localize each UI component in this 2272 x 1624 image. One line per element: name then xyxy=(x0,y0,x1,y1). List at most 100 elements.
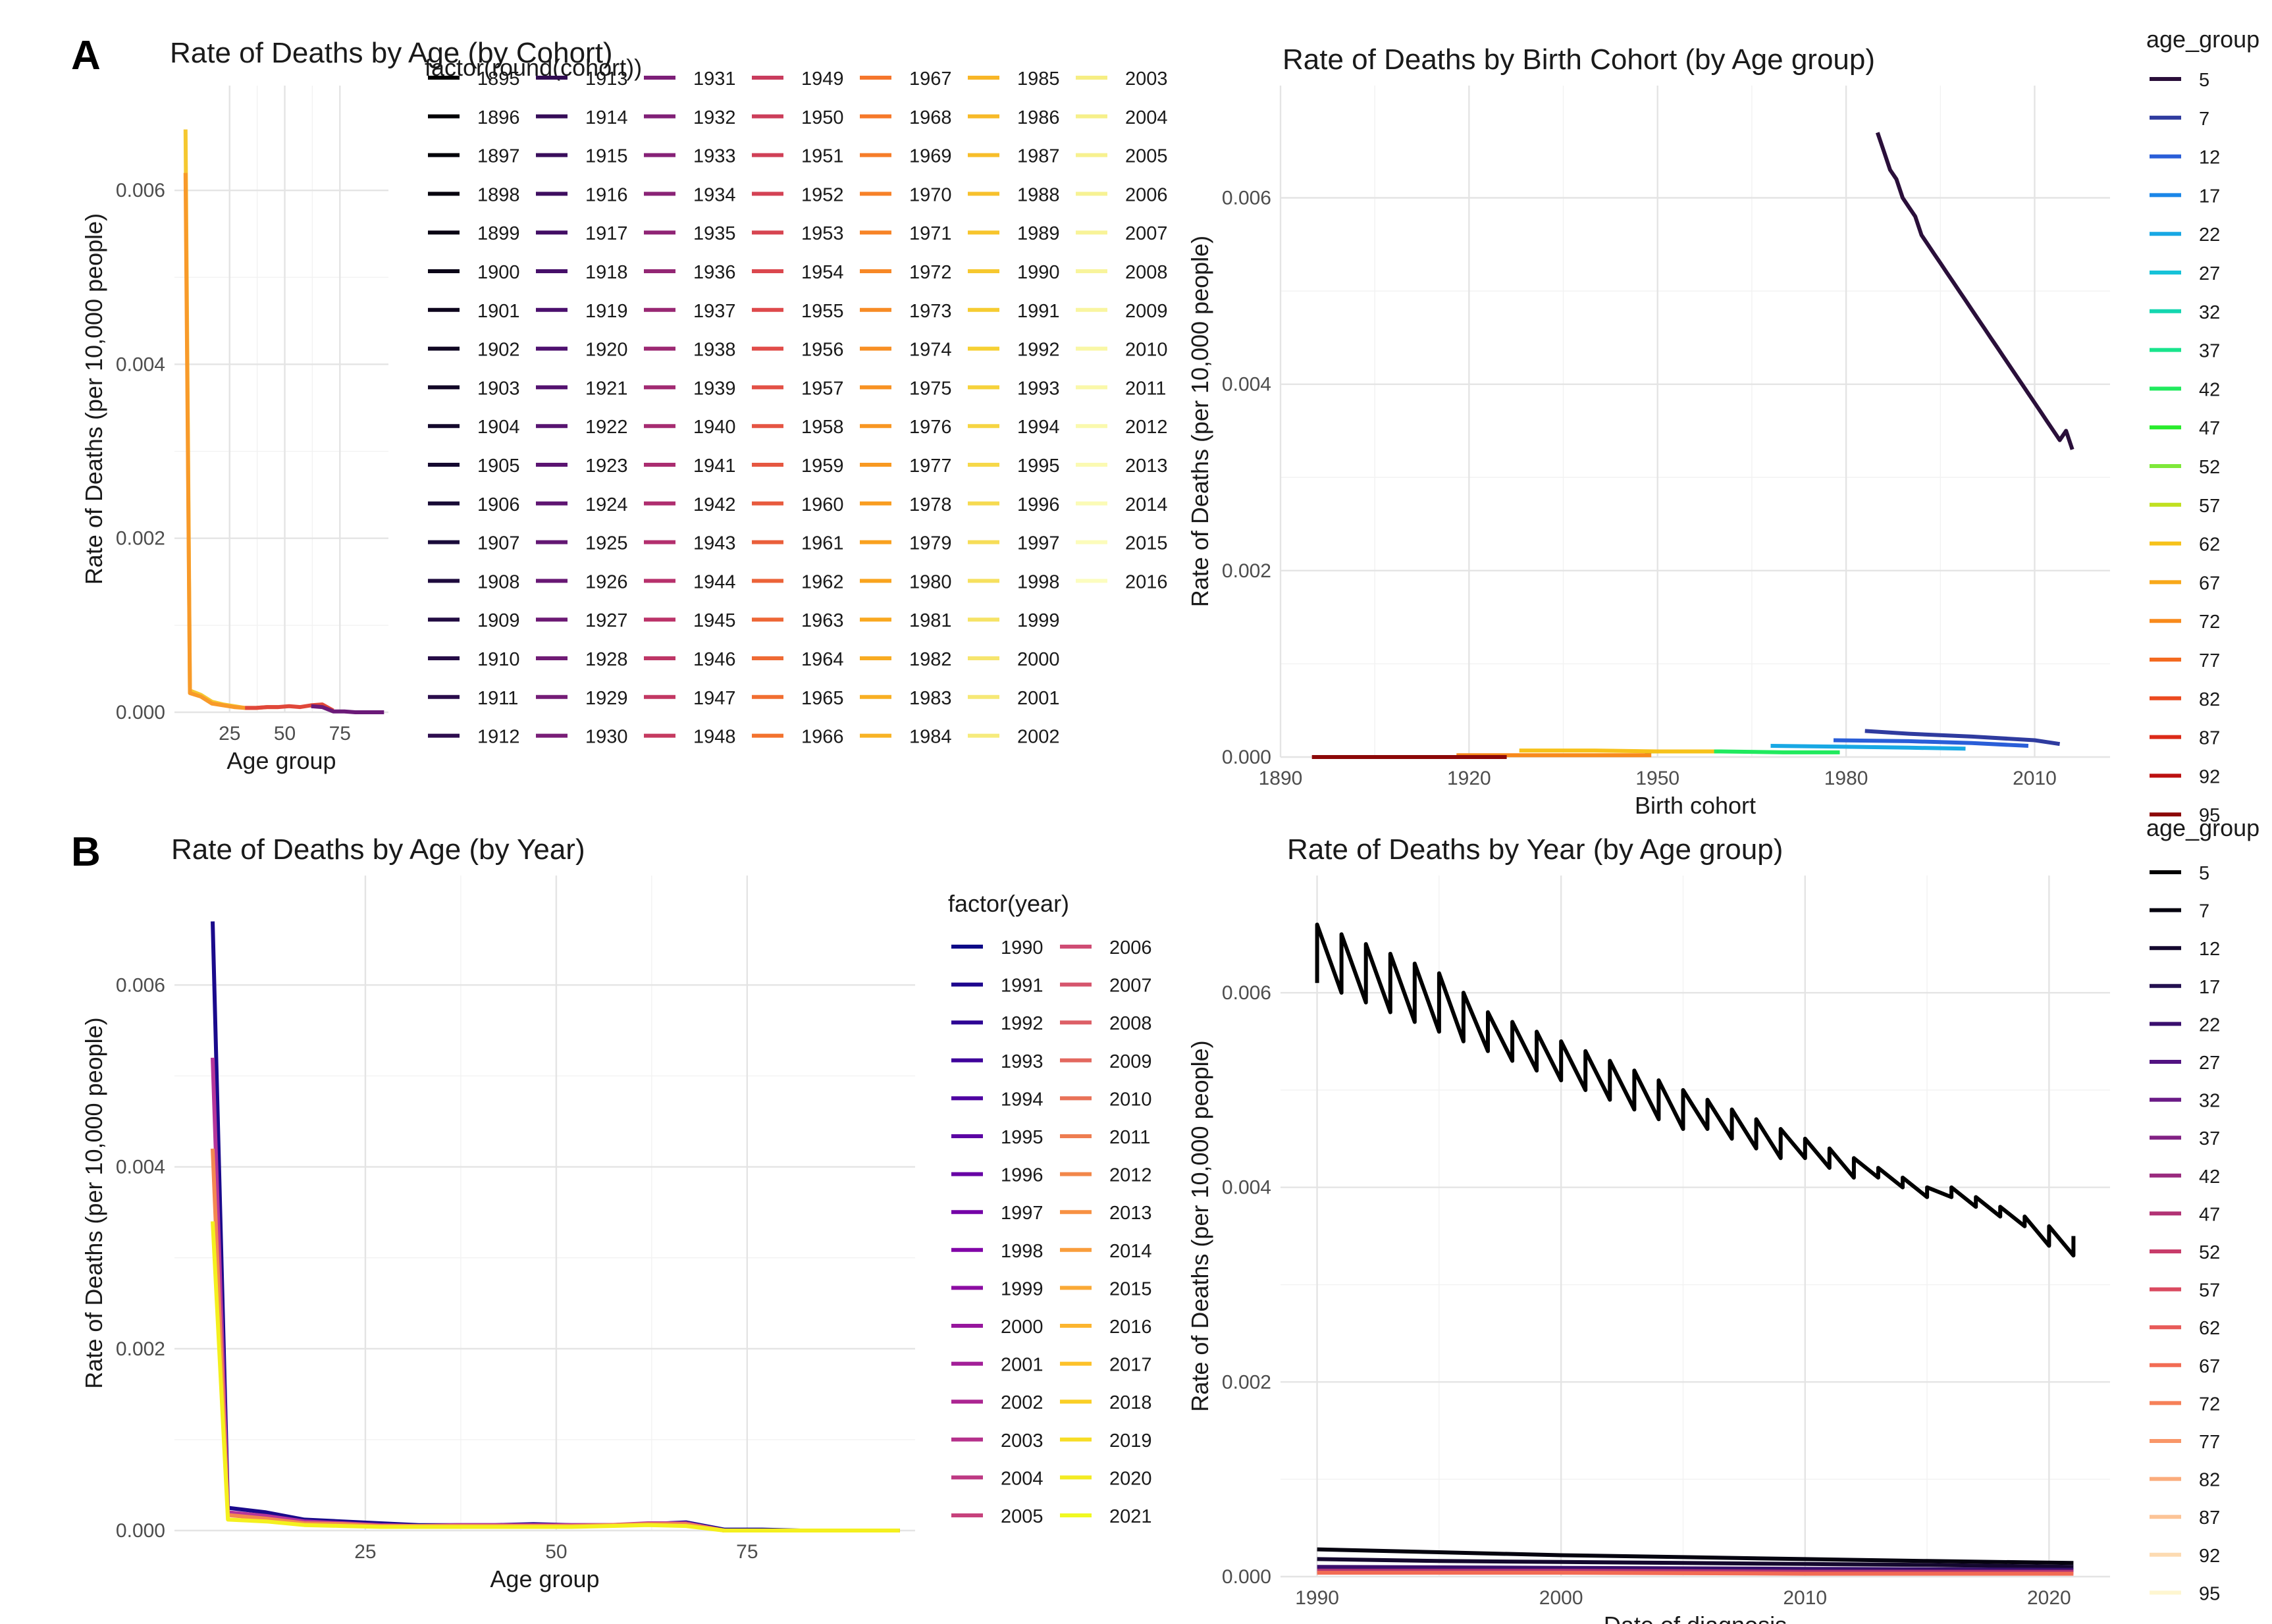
legend-label: 1902 xyxy=(477,340,520,361)
legend-label: 1947 xyxy=(693,688,736,709)
x-tick-label: 50 xyxy=(545,1541,567,1563)
legend-title: age_group xyxy=(2146,26,2259,53)
legend-label: 2014 xyxy=(1125,494,1168,515)
legend-label: 1929 xyxy=(585,688,628,709)
legend-label: 77 xyxy=(2199,650,2220,671)
legend-label: 1963 xyxy=(801,610,844,631)
legend-label: 2009 xyxy=(1109,1051,1152,1072)
legend-label: 72 xyxy=(2199,1394,2220,1415)
legend-label: 1991 xyxy=(1001,976,1044,997)
legend-label: 2010 xyxy=(1109,1089,1152,1110)
legend-label: 1949 xyxy=(801,68,844,90)
series-line-12 xyxy=(1833,738,2029,748)
legend-label: 2006 xyxy=(1109,937,1152,958)
legend-label: 37 xyxy=(2199,1128,2220,1149)
legend-label: 2020 xyxy=(1109,1468,1152,1489)
legend-label: 1922 xyxy=(585,417,628,438)
legend-label: 1939 xyxy=(693,378,736,399)
legend-label: 62 xyxy=(2199,1318,2220,1339)
y-tick-label: 0.000 xyxy=(116,702,165,723)
y-tick-label: 0.006 xyxy=(116,180,165,201)
legend-label: 2013 xyxy=(1125,456,1168,477)
legend-label: 1993 xyxy=(1017,378,1060,399)
legend-label: 1944 xyxy=(693,571,736,592)
legend-label: 1952 xyxy=(801,184,844,205)
legend-label: 2014 xyxy=(1109,1241,1152,1262)
legend-label: 1975 xyxy=(909,378,952,399)
legend-label: 1965 xyxy=(801,688,844,709)
legend-label: 1997 xyxy=(1017,533,1060,554)
legend-label: 1920 xyxy=(585,340,628,361)
legend-label: 1962 xyxy=(801,571,844,592)
legend-label: 1912 xyxy=(477,727,520,748)
legend-label: 2000 xyxy=(1001,1317,1044,1338)
legend-label: 12 xyxy=(2199,939,2220,960)
legend-label: 22 xyxy=(2199,224,2220,246)
legend-label: 1992 xyxy=(1001,1013,1044,1034)
legend-label: 52 xyxy=(2199,457,2220,478)
legend-label: 1935 xyxy=(693,223,736,244)
legend-label: 1910 xyxy=(477,649,520,670)
legend-label: 2021 xyxy=(1109,1506,1152,1527)
legend-label: 1903 xyxy=(477,378,520,399)
legend-label: 57 xyxy=(2199,1280,2220,1301)
legend-label: 1901 xyxy=(477,301,520,322)
legend-label: 1931 xyxy=(693,68,736,90)
legend-label: 1961 xyxy=(801,533,844,554)
y-tick-label: 0.006 xyxy=(1222,188,1271,209)
series-line-12 xyxy=(1317,1557,2074,1569)
legend-label: 1911 xyxy=(477,688,518,709)
series-line-1895-1949 xyxy=(311,704,384,714)
legend-label: 82 xyxy=(2199,1470,2220,1491)
y-tick-label: 0.002 xyxy=(1222,1371,1271,1393)
legend-label: 1999 xyxy=(1001,1278,1044,1299)
y-tick-label: 0.000 xyxy=(116,1520,165,1542)
legend-label: 7 xyxy=(2199,109,2209,130)
legend-label: 67 xyxy=(2199,1356,2220,1377)
series-line-5 xyxy=(1315,922,2076,1258)
legend-label: 2018 xyxy=(1109,1392,1152,1413)
panel-letter-a: A xyxy=(71,33,101,78)
legend-label: 32 xyxy=(2199,1091,2220,1112)
legend-label: 2017 xyxy=(1109,1355,1152,1376)
legend-label: 1995 xyxy=(1001,1127,1044,1148)
legend-label: 1976 xyxy=(909,417,952,438)
legend-label: 77 xyxy=(2199,1432,2220,1453)
legend-label: 1954 xyxy=(801,262,844,283)
x-axis-title: Age group xyxy=(226,747,336,774)
series-line-67 xyxy=(1317,1571,2074,1576)
legend-label: 2001 xyxy=(1001,1355,1044,1376)
legend-label: 1968 xyxy=(909,107,952,128)
chart-title: Rate of Deaths by Year (by Age group) xyxy=(1287,833,1783,866)
legend-label: 1986 xyxy=(1017,107,1060,128)
legend-label: 1989 xyxy=(1017,223,1060,244)
series-line-2003-2016 xyxy=(183,129,246,710)
legend-label: 1933 xyxy=(693,146,736,167)
y-tick-label: 0.002 xyxy=(1222,560,1271,582)
legend-label: 2005 xyxy=(1125,146,1168,167)
legend-label: 1999 xyxy=(1017,610,1060,631)
legend-label: 95 xyxy=(2199,1583,2220,1604)
x-tick-label: 2020 xyxy=(2027,1587,2071,1609)
legend-label: 2012 xyxy=(1109,1165,1152,1186)
series-line-62 xyxy=(1519,748,1714,754)
legend-label: 87 xyxy=(2199,1507,2220,1529)
x-tick-label: 2000 xyxy=(1539,1587,1583,1609)
legend-label: 1990 xyxy=(1017,262,1060,283)
legend-label: 2005 xyxy=(1001,1506,1044,1527)
legend-label: 1924 xyxy=(585,494,628,515)
legend-label: 5 xyxy=(2199,70,2209,91)
legend-label: 1909 xyxy=(477,610,520,631)
legend-label: 32 xyxy=(2199,302,2220,323)
legend-label: 2001 xyxy=(1017,688,1060,709)
legend-label: 1983 xyxy=(909,688,952,709)
legend-label: 2015 xyxy=(1109,1278,1152,1299)
legend-label: 1991 xyxy=(1017,301,1060,322)
legend-label: 1958 xyxy=(801,417,844,438)
legend-label: 1998 xyxy=(1001,1241,1044,1262)
legend-title: age_group xyxy=(2146,814,2259,841)
legend-label: 1908 xyxy=(477,571,520,592)
legend-label: 1948 xyxy=(693,727,736,748)
